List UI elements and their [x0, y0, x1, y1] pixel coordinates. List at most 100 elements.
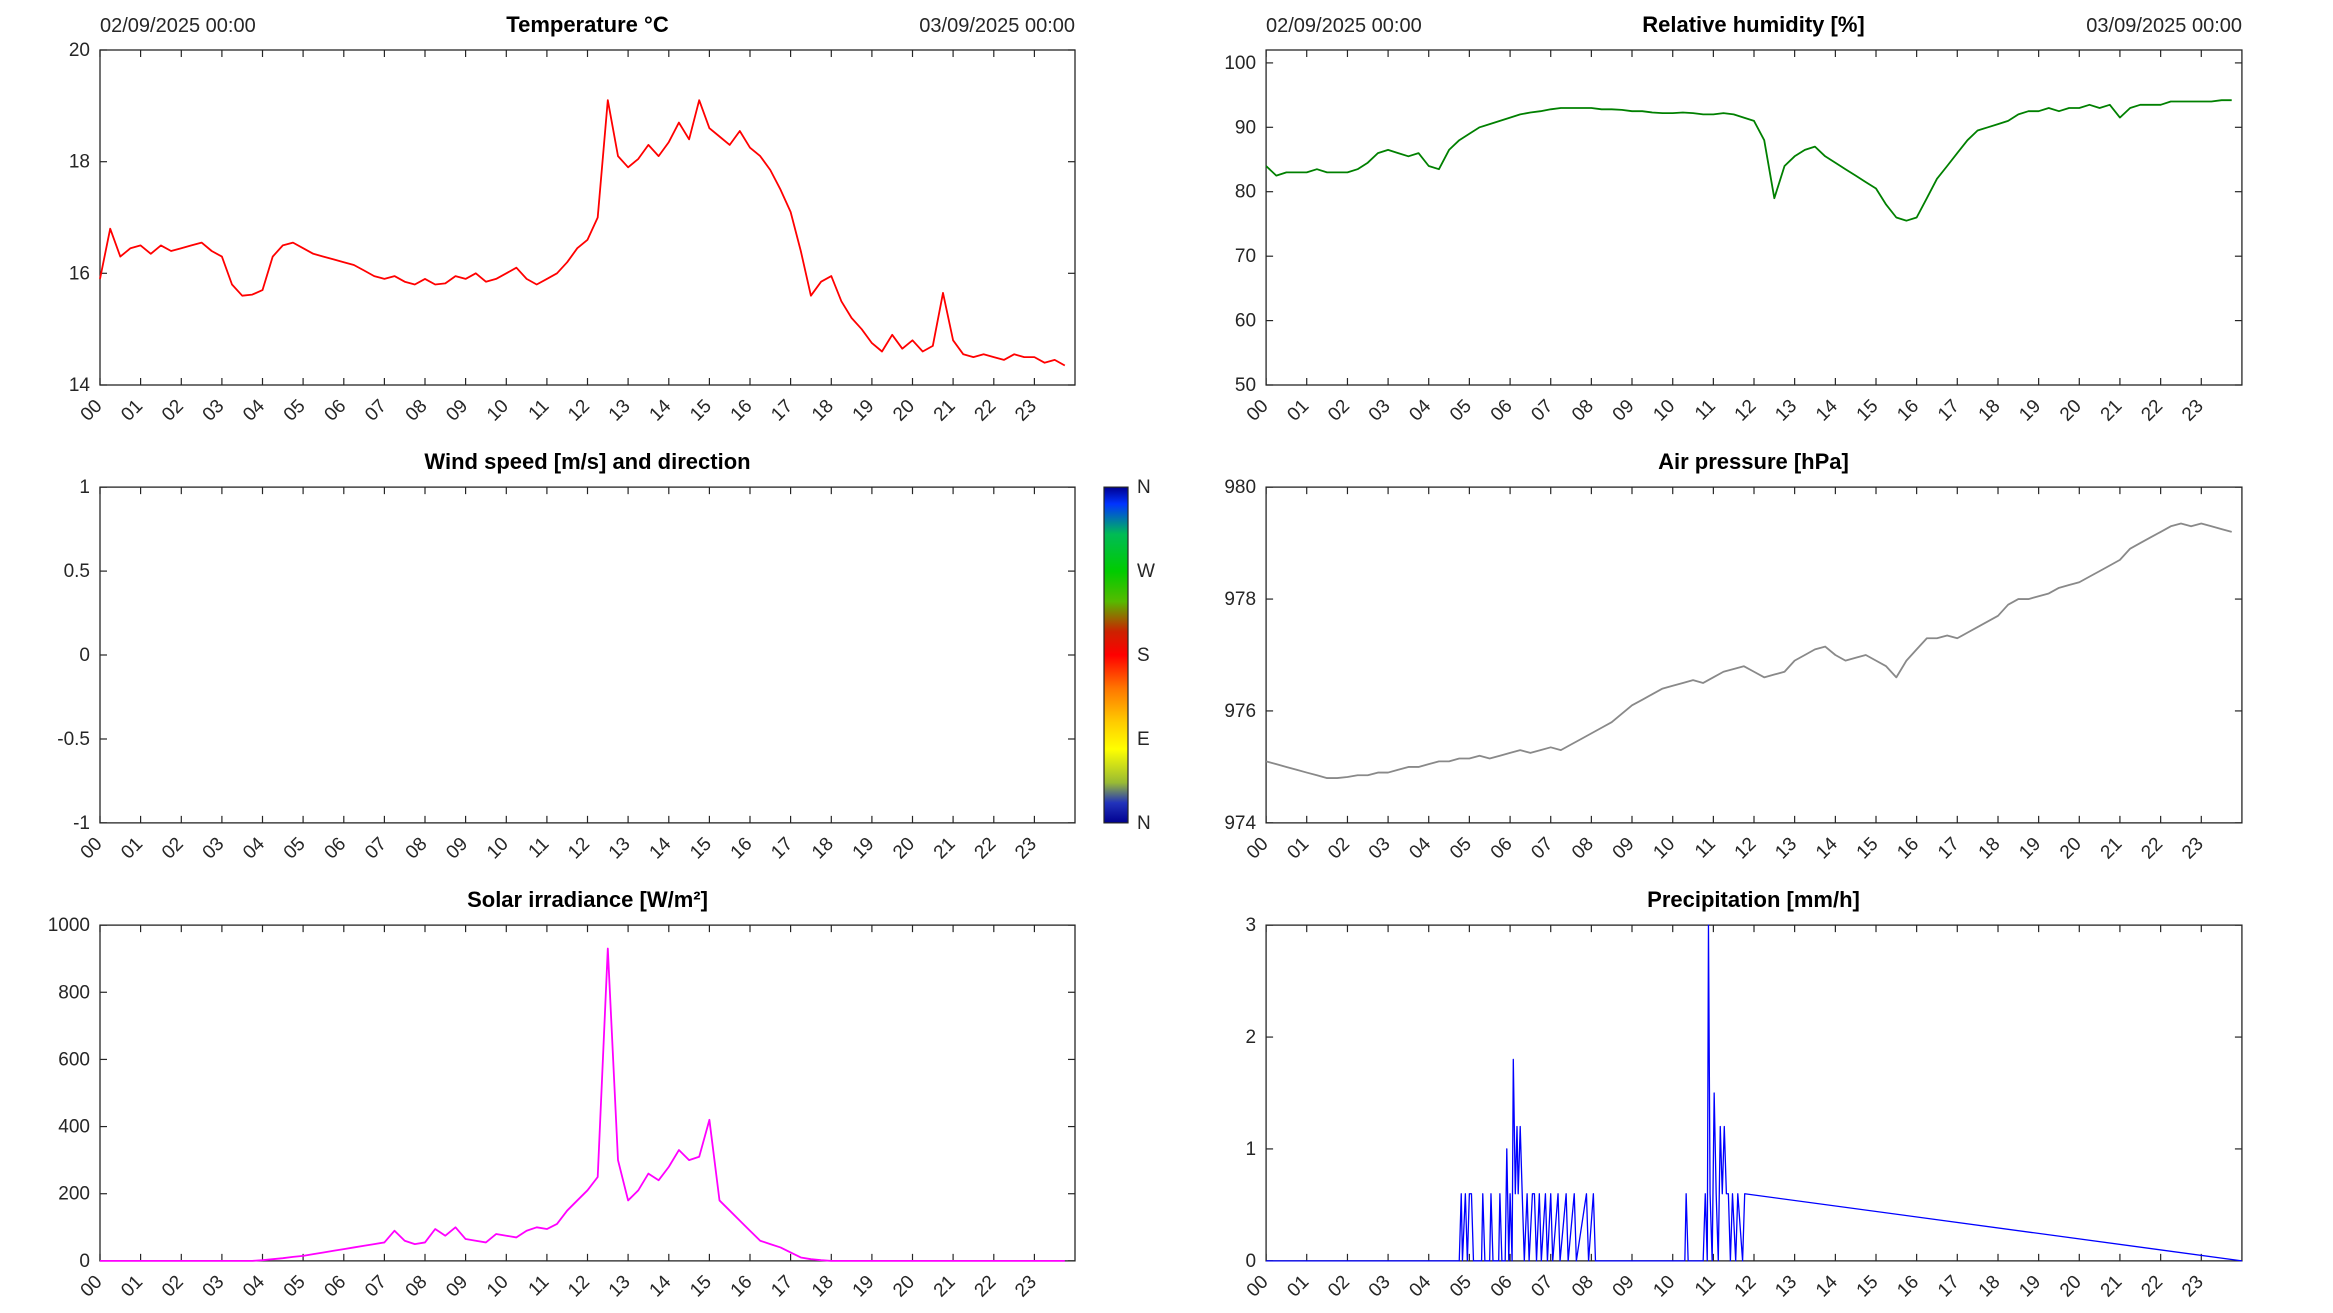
- x-tick-label: 03: [1365, 834, 1395, 864]
- temperature-end-datetime: 03/09/2025 00:00: [919, 15, 1075, 37]
- panel-humidity: 02/09/2025 00:00 Relative humidity [%] 0…: [1166, 0, 2333, 437]
- series-line-pressure: [1265, 522, 2232, 779]
- x-tick-label: 01: [1283, 396, 1313, 426]
- x-tick-label: 04: [1405, 833, 1435, 863]
- x-tick-label: 10: [1649, 1272, 1679, 1302]
- humidity-start-datetime: 02/09/2025 00:00: [1266, 15, 1422, 37]
- plot-box: [99, 924, 1076, 1262]
- series-line-precipitation: [1266, 924, 2243, 1262]
- x-tick-label: 20: [889, 1272, 919, 1302]
- x-tick-label: 16: [727, 1272, 757, 1302]
- x-tick-label: 18: [808, 834, 838, 864]
- x-tick-label: 12: [564, 396, 594, 426]
- x-tick-label: 17: [767, 396, 797, 426]
- x-tick-label: 05: [280, 396, 310, 426]
- y-tick-label: 0: [79, 1251, 90, 1272]
- x-tick-label: 03: [199, 1272, 229, 1302]
- precipitation-plot: 00 01 02 03 04 05 06 07 08 09 10 11 12 13 14 15 16 17 18 19…: [1243, 915, 2243, 1302]
- x-tick-label: 22: [971, 834, 1001, 864]
- x-tick-label: 15: [1853, 396, 1883, 426]
- x-tick-label: 09: [442, 834, 472, 864]
- y-tick-label: 1: [79, 477, 90, 498]
- x-tick-label: 06: [1487, 834, 1517, 864]
- x-tick-label: 14: [1812, 1271, 1842, 1301]
- panel-pressure: Air pressure [hPa] 00 01 02 03 04 05 06 07 08 09 1…: [1166, 437, 2333, 875]
- x-tick-label: 16: [727, 396, 757, 426]
- x-tick-label: 02: [1324, 1272, 1354, 1302]
- y-tick-label: 978: [1224, 589, 1256, 610]
- y-tick-label: 100: [1224, 53, 1256, 74]
- panel-precipitation: Precipitation [mm/h] 00 01 02 03 04 05 06 07 08 0…: [1166, 875, 2333, 1313]
- x-tick-label: 00: [77, 396, 107, 426]
- x-tick-label: 08: [1568, 834, 1598, 864]
- y-tick-label: 14: [69, 375, 91, 396]
- x-tick-label: 01: [117, 834, 147, 864]
- y-tick-label: 1000: [48, 915, 90, 936]
- y-tick-label: 400: [58, 1117, 90, 1138]
- x-tick-label: 07: [361, 1272, 391, 1302]
- x-tick-label: 08: [402, 1272, 432, 1302]
- x-tick-label: 09: [1609, 1272, 1639, 1302]
- series-line-solar: [100, 947, 1065, 1262]
- x-tick-label: 03: [199, 834, 229, 864]
- y-tick-label: 976: [1224, 701, 1256, 722]
- x-tick-label: 22: [2137, 834, 2167, 864]
- plot-box: [1265, 486, 2243, 824]
- y-tick-label: 3: [1246, 915, 1257, 936]
- x-tick-label: 17: [767, 1272, 797, 1302]
- x-tick-label: 08: [1568, 396, 1598, 426]
- x-tick-label: 23: [2178, 1272, 2208, 1302]
- x-tick-label: 08: [402, 396, 432, 426]
- y-tick-label: -0.5: [57, 729, 90, 750]
- x-tick-label: 19: [2015, 834, 2045, 864]
- x-tick-label: 02: [1324, 396, 1354, 426]
- wind-direction-colorbar: [1103, 486, 1129, 824]
- x-tick-label: 15: [686, 1272, 716, 1302]
- x-tick-label: 03: [1365, 1272, 1395, 1302]
- x-tick-label: 23: [2178, 834, 2208, 864]
- x-tick-label: 04: [239, 1271, 269, 1301]
- x-tick-label: 20: [2056, 834, 2086, 864]
- x-tick-label: 23: [1011, 396, 1041, 426]
- solar-plot: 00 01 02 03 04 05 06 07 08 09 10 11 12 13 14 15 16 17 18 19…: [48, 915, 1076, 1302]
- x-tick-label: 18: [1975, 396, 2005, 426]
- x-tick-label: 10: [1649, 834, 1679, 864]
- x-tick-label: 00: [77, 834, 107, 864]
- x-tick-label: 12: [1731, 396, 1761, 426]
- x-tick-label: 23: [2178, 396, 2208, 426]
- x-tick-label: 11: [525, 1272, 554, 1301]
- x-tick-label: 07: [361, 396, 391, 426]
- plot-box: [99, 49, 1076, 386]
- x-tick-label: 04: [239, 395, 269, 425]
- x-tick-label: 12: [564, 1272, 594, 1302]
- x-tick-label: 17: [1934, 396, 1964, 426]
- y-tick-label: 0: [79, 645, 90, 666]
- x-tick-label: 01: [117, 396, 147, 426]
- x-tick-label: 04: [1405, 395, 1435, 425]
- x-tick-label: 00: [1243, 396, 1273, 426]
- x-tick-label: 22: [2137, 396, 2167, 426]
- x-tick-label: 22: [2137, 1272, 2167, 1302]
- x-tick-label: 18: [1975, 834, 2005, 864]
- y-tick-label: 20: [69, 40, 90, 61]
- colorbar-direction-label: N: [1137, 813, 1151, 834]
- x-tick-label: 05: [280, 834, 310, 864]
- x-tick-label: 16: [1893, 396, 1923, 426]
- y-tick-label: 16: [69, 263, 90, 284]
- y-tick-label: 800: [58, 982, 90, 1003]
- x-tick-label: 21: [930, 396, 960, 426]
- y-tick-label: 0.5: [64, 561, 90, 582]
- x-tick-label: 14: [1812, 833, 1842, 863]
- x-tick-label: 07: [1527, 834, 1557, 864]
- x-tick-label: 18: [808, 396, 838, 426]
- x-tick-label: 20: [2056, 396, 2086, 426]
- x-tick-label: 00: [77, 1272, 107, 1302]
- y-tick-label: 90: [1235, 117, 1256, 138]
- x-tick-label: 19: [849, 396, 879, 426]
- y-tick-label: 0: [1246, 1251, 1257, 1272]
- x-tick-label: 01: [1283, 834, 1313, 864]
- x-tick-label: 10: [1649, 396, 1679, 426]
- x-tick-label: 12: [1731, 1272, 1761, 1302]
- x-tick-label: 22: [971, 396, 1001, 426]
- colorbar-direction-label: W: [1137, 561, 1155, 582]
